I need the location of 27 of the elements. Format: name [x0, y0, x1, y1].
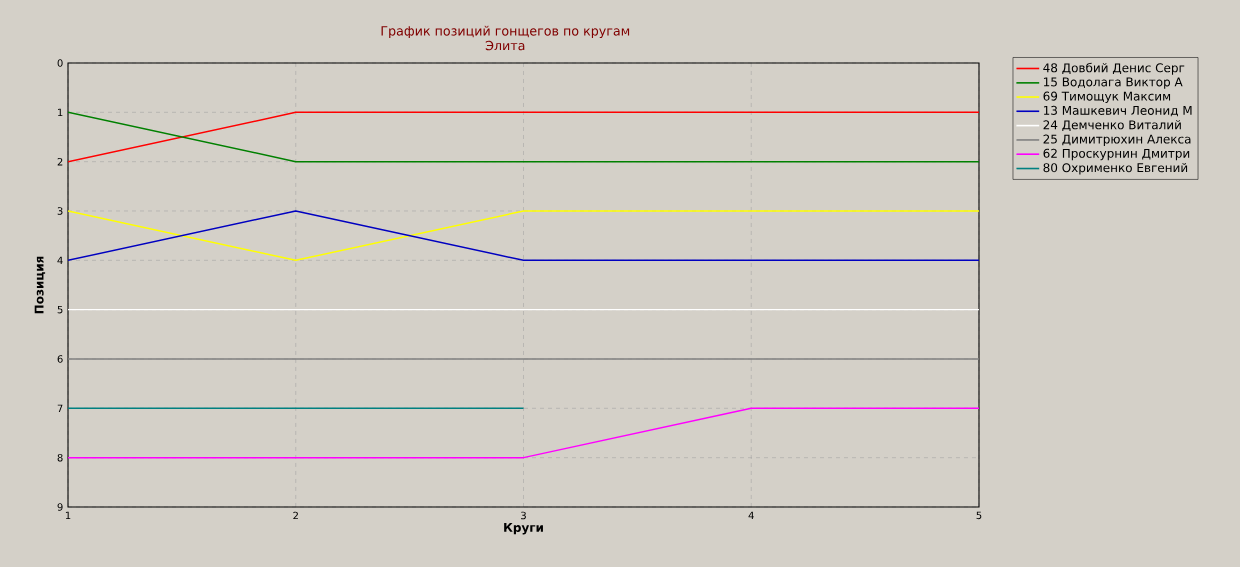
- y-tick-label: 1: [58, 108, 63, 116]
- y-tick-label: 8: [57, 453, 63, 462]
- chart-title: График позиций гонщегов по кругам: [381, 25, 630, 39]
- x-tick-label: 4: [748, 511, 754, 519]
- legend-label: 48 Довбий Денис Серг: [1043, 62, 1185, 75]
- x-tick-label: 3: [521, 511, 526, 520]
- y-axis-title: Позиция: [34, 256, 46, 314]
- x-tick-label: 1: [65, 511, 71, 519]
- y-tick-label: 6: [57, 355, 63, 363]
- y-tick-label: 7: [57, 404, 63, 412]
- y-tick-label: 0: [57, 59, 63, 67]
- y-tick-label: 3: [57, 207, 63, 215]
- legend-label: 13 Машкевич Леонид М: [1043, 105, 1192, 117]
- y-tick-label: 5: [57, 305, 63, 314]
- legend-label: 25 Димитрюхин Алекса: [1043, 134, 1191, 146]
- legend-label: 80 Охрименко Евгений: [1043, 162, 1188, 175]
- chart-subtitle: Элита: [485, 40, 525, 51]
- legend-label: 69 Тимощук Максим: [1043, 91, 1171, 103]
- x-tick-label: 2: [293, 511, 298, 520]
- x-axis-title: Круги: [504, 523, 543, 535]
- x-tick-label: 5: [976, 511, 982, 520]
- y-tick-label: 9: [57, 503, 63, 511]
- y-tick-label: 4: [57, 256, 63, 264]
- legend-label: 62 Проскурнин Дмитри: [1043, 148, 1190, 161]
- y-tick-label: 2: [57, 157, 63, 166]
- legend-label: 15 Водолага Виктор А: [1043, 77, 1183, 89]
- legend-label: 24 Демченко Виталий: [1043, 120, 1181, 132]
